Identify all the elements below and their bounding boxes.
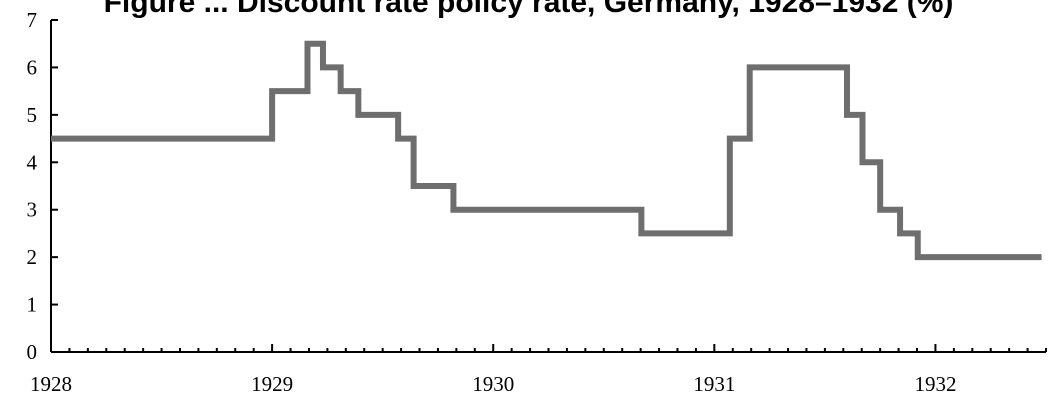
series-layer — [51, 40, 1042, 261]
y-tick-label: 2 — [27, 245, 38, 269]
y-tick-label: 3 — [27, 198, 38, 222]
y-tick-label: 5 — [27, 103, 38, 127]
axes — [50, 20, 1046, 353]
y-tick-label: 0 — [27, 340, 38, 364]
tick-labels: 0 1 2 3 4 5 6 7 1928 1929 1930 1931 1932 — [27, 8, 957, 396]
chart-title: Figure ... Discount rate policy rate, Ge… — [103, 0, 954, 19]
rate-step-line — [51, 40, 1042, 261]
x-tick-label: 1932 — [914, 372, 956, 396]
x-tick-label: 1929 — [251, 372, 293, 396]
x-tick-label: 1928 — [30, 372, 72, 396]
axis-ticks — [50, 19, 1047, 353]
y-tick-label: 4 — [27, 150, 38, 174]
y-tick-label: 7 — [27, 8, 38, 32]
x-tick-label: 1930 — [472, 372, 514, 396]
y-tick-label: 1 — [27, 293, 38, 317]
y-tick-label: 6 — [27, 55, 38, 79]
x-tick-label: 1931 — [693, 372, 735, 396]
